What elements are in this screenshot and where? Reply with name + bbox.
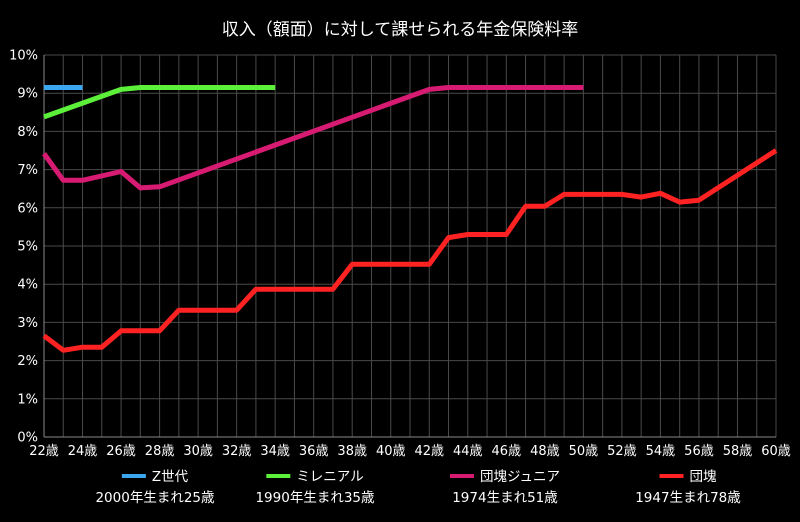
- chart-title: 収入（額面）に対して課せられる年金保険料率: [222, 20, 579, 40]
- x-tick-label: 52歳: [607, 444, 637, 459]
- x-tick-label: 46歳: [492, 444, 522, 459]
- x-tick-label: 56歳: [684, 444, 714, 459]
- x-tick-label: 42歳: [414, 444, 444, 459]
- y-tick-label: 8%: [17, 125, 38, 140]
- legend-name: ミレニアル: [296, 469, 363, 485]
- legend-subtitle: 1974生まれ51歳: [452, 490, 558, 506]
- legend-item: Z世代 2000年生まれ25歳: [95, 469, 215, 506]
- x-tick-label: 30歳: [183, 444, 213, 459]
- series-line: [41, 85, 584, 191]
- x-tick-label: 34歳: [260, 444, 290, 459]
- x-tick-label: 36歳: [299, 444, 329, 459]
- x-tick-label: 58歳: [723, 444, 753, 459]
- y-tick-label: 5%: [17, 240, 38, 255]
- x-tick-label: 24歳: [68, 444, 98, 459]
- series-line: [43, 85, 276, 120]
- x-axis-ticks: 22歳 24歳 26歳 28歳 30歳 32歳 34歳 36歳 38歳 40歳 42歳 44歳 46歳 4…: [29, 444, 791, 459]
- y-tick-label: 10%: [9, 49, 38, 64]
- series-line: [42, 148, 778, 353]
- legend-item: ミレニアル 1990年生まれ35歳: [255, 469, 375, 506]
- x-tick-label: 44歳: [453, 444, 483, 459]
- legend-subtitle: 1947生まれ78歳: [635, 490, 741, 506]
- x-tick-label: 28歳: [145, 444, 175, 459]
- legend-subtitle: 1990年生まれ35歳: [255, 490, 375, 506]
- x-tick-label: 40歳: [376, 444, 406, 459]
- x-tick-label: 50歳: [569, 444, 599, 459]
- series-lines: [41, 85, 778, 353]
- legend: Z世代 2000年生まれ25歳 ミレニアル 1990年生まれ35歳 団塊ジュニア 1974…: [95, 469, 741, 506]
- x-tick-label: 22歳: [29, 444, 59, 459]
- legend-item: 団塊ジュニア 1974生まれ51歳: [449, 469, 560, 506]
- legend-name: 団塊: [690, 469, 718, 485]
- grid: [43, 54, 777, 438]
- legend-subtitle: 2000年生まれ25歳: [95, 490, 215, 506]
- y-tick-label: 3%: [17, 316, 38, 331]
- y-tick-label: 2%: [17, 354, 38, 369]
- y-tick-label: 7%: [17, 163, 38, 178]
- y-axis-ticks: 0% 1% 2% 3% 4% 5% 6% 7% 8% 9% 10%: [9, 49, 38, 446]
- y-tick-label: 4%: [17, 278, 38, 293]
- x-tick-label: 54歳: [646, 444, 676, 459]
- x-tick-label: 26歳: [106, 444, 136, 459]
- y-tick-label: 6%: [17, 201, 38, 216]
- y-tick-label: 9%: [17, 87, 38, 102]
- legend-name: Z世代: [152, 469, 189, 485]
- legend-name: 団塊ジュニア: [480, 469, 560, 485]
- y-tick-label: 0%: [17, 431, 38, 446]
- x-tick-label: 48歳: [530, 444, 560, 459]
- legend-item: 団塊 1947生まれ78歳: [635, 469, 741, 506]
- y-tick-label: 1%: [17, 392, 38, 407]
- x-tick-label: 38歳: [337, 444, 367, 459]
- x-tick-label: 60歳: [761, 444, 791, 459]
- x-tick-label: 32歳: [222, 444, 252, 459]
